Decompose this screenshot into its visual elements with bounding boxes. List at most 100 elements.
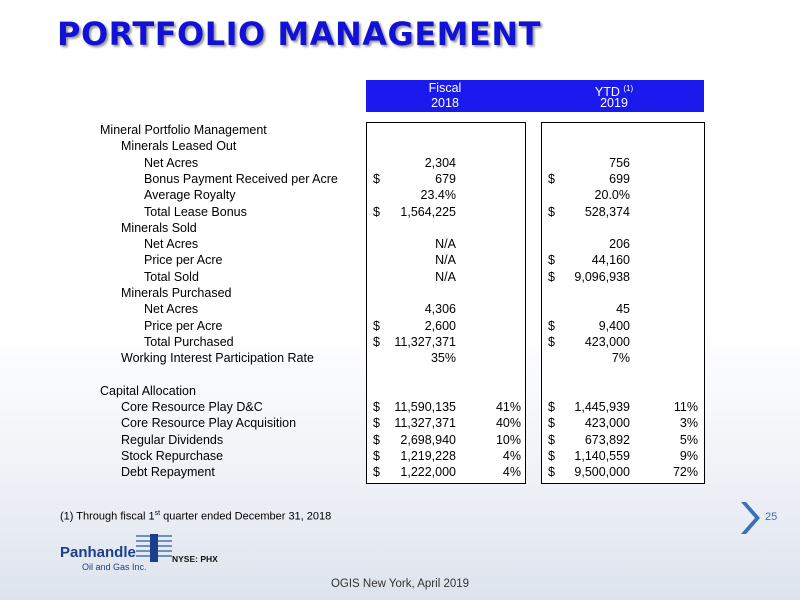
ytd-dollar-sign: $ — [548, 253, 555, 267]
ytd-value: 45 — [616, 302, 630, 316]
fiscal-value: N/A — [435, 270, 456, 284]
ytd-column-box — [541, 122, 705, 484]
ytd-percent: 5% — [679, 433, 698, 447]
ytd-value: 206 — [609, 237, 630, 251]
fiscal-percent — [480, 269, 521, 285]
ytd-percent — [655, 383, 698, 399]
row-label: Total Lease Bonus — [144, 205, 247, 219]
ytd-percent: 9% — [679, 449, 698, 463]
fiscal-value: 679 — [435, 172, 456, 186]
fiscal-percent — [480, 220, 521, 236]
fiscal-dollar-sign: $ — [373, 433, 380, 447]
ytd-percent — [655, 122, 698, 138]
fiscal-percent — [480, 285, 521, 301]
fiscal-percent — [480, 171, 521, 187]
row-label: Net Acres — [144, 302, 199, 316]
row-label: Price per Acre — [144, 253, 223, 267]
fiscal-value — [380, 220, 456, 236]
fiscal-dollar-sign: $ — [373, 449, 380, 463]
fiscal-dollar-sign: $ — [373, 205, 380, 219]
fiscal-value — [380, 122, 456, 138]
fiscal-percent: 40% — [495, 416, 521, 430]
ytd-dollar-sign: $ — [548, 449, 555, 463]
ytd-percent — [655, 187, 698, 203]
footnote-text-start: (1) Through fiscal 1 — [60, 510, 155, 523]
ytd-percent — [655, 367, 698, 383]
fiscal-percent — [480, 350, 521, 366]
next-slide-chevron-icon[interactable] — [738, 500, 760, 536]
ytd-value: 9,500,000 — [574, 465, 630, 479]
fiscal-value: 4,306 — [424, 302, 456, 316]
fiscal-percent — [480, 383, 521, 399]
fiscal-percent — [480, 122, 521, 138]
ytd-percent — [655, 269, 698, 285]
ytd-percent: 11% — [673, 400, 698, 414]
ytd-header: YTD (1) 2019 — [524, 80, 704, 112]
ytd-dollar-sign: $ — [548, 400, 555, 414]
ytd-value: 423,000 — [584, 416, 630, 430]
row-label: Mineral Portfolio Management — [100, 123, 267, 137]
ytd-header-year: 2019 — [600, 96, 628, 110]
row-label: Core Resource Play Acquisition — [121, 416, 297, 430]
row-label: Net Acres — [144, 156, 199, 170]
row-label: Total Purchased — [144, 335, 234, 349]
ytd-value: 1,140,559 — [574, 449, 630, 463]
ytd-value: 44,160 — [591, 253, 630, 267]
ytd-dollar-sign: $ — [548, 465, 555, 479]
ytd-value — [556, 220, 630, 236]
page-number: 25 — [765, 511, 778, 523]
row-label: Regular Dividends — [121, 433, 224, 447]
fiscal-value: 1,564,225 — [400, 205, 456, 219]
fiscal-value: 35% — [430, 351, 456, 365]
ytd-value: 7% — [611, 351, 630, 365]
fiscal-value: 23.4% — [420, 188, 456, 202]
ytd-percent — [655, 301, 698, 317]
fiscal-percent — [480, 334, 521, 350]
fiscal-percent — [480, 252, 521, 268]
fiscal-value: N/A — [435, 237, 456, 251]
row-label: Minerals Purchased — [121, 286, 232, 300]
row-label: Average Royalty — [144, 188, 236, 202]
ytd-dollar-sign: $ — [548, 270, 555, 284]
ytd-percent — [655, 138, 698, 154]
ytd-value: 756 — [609, 156, 630, 170]
fiscal-percent: 10% — [495, 433, 521, 447]
event-caption: OGIS New York, April 2019 — [330, 578, 470, 590]
ytd-percent — [655, 318, 698, 334]
ytd-dollar-sign: $ — [548, 172, 555, 186]
fiscal-percent — [480, 301, 521, 317]
ytd-header-label: YTD — [594, 85, 620, 100]
ytd-value — [556, 122, 630, 138]
fiscal-percent — [480, 138, 521, 154]
ytd-value: 9,400 — [598, 319, 630, 333]
fiscal-value — [380, 138, 456, 154]
fiscal-dollar-sign: $ — [373, 319, 380, 333]
fiscal-percent — [480, 155, 521, 171]
ytd-value: 423,000 — [584, 335, 630, 349]
fiscal-header-label: Fiscal — [428, 81, 462, 95]
ytd-dollar-sign: $ — [548, 319, 555, 333]
fiscal-dollar-sign: $ — [373, 335, 380, 349]
ytd-percent — [655, 236, 698, 252]
ytd-value: 528,374 — [584, 205, 630, 219]
row-label: Working Interest Participation Rate — [121, 351, 314, 365]
ytd-percent — [655, 350, 698, 366]
fiscal-value: 2,698,940 — [400, 433, 456, 447]
fiscal-value: 2,304 — [424, 156, 456, 170]
ytd-value: 20.0% — [594, 188, 630, 202]
footnote-sup: st — [154, 510, 161, 517]
ytd-value: 699 — [609, 172, 630, 186]
ytd-percent — [655, 334, 698, 350]
fiscal-value — [380, 367, 456, 383]
fiscal-dollar-sign: $ — [373, 400, 380, 414]
logo-ticker: NYSE: PHX — [172, 554, 218, 564]
row-label: Bonus Payment Received per Acre — [144, 172, 338, 186]
ytd-dollar-sign: $ — [548, 205, 555, 219]
fiscal-percent — [480, 204, 521, 220]
fiscal-percent: 4% — [502, 449, 521, 463]
row-label: Net Acres — [144, 237, 199, 251]
ytd-value: 1,445,939 — [574, 400, 630, 414]
fiscal-percent — [480, 367, 521, 383]
ytd-dollar-sign: $ — [548, 335, 555, 349]
fiscal-percent: 4% — [502, 465, 521, 479]
